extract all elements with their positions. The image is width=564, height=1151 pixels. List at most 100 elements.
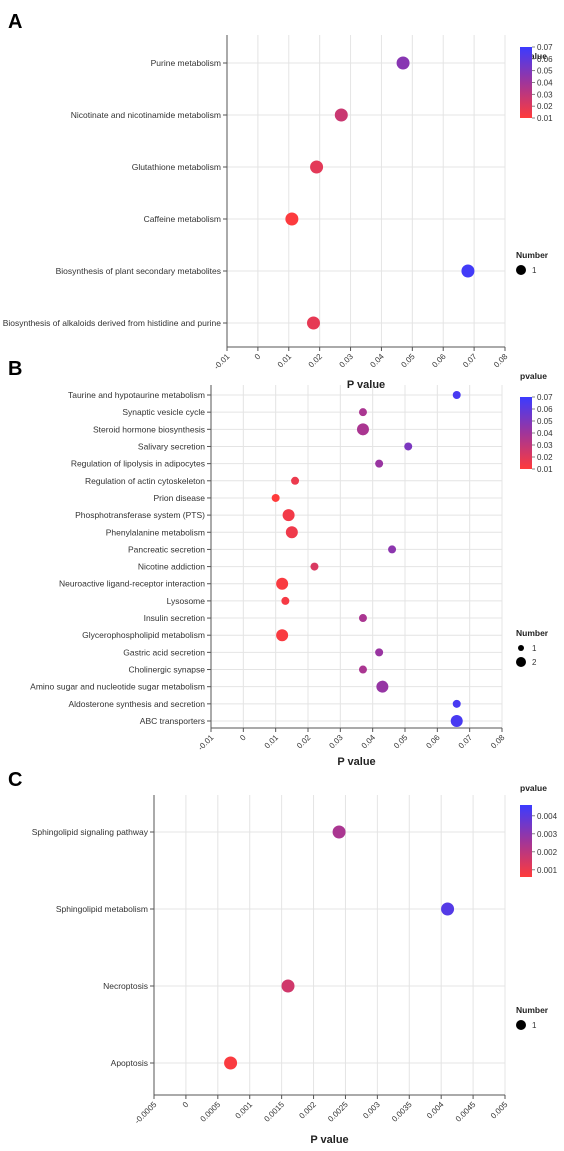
category-label: ABC transporters (140, 716, 205, 726)
category-label: Biosynthesis of plant secondary metaboli… (56, 266, 221, 276)
category-label: Cholinergic synapse (128, 665, 205, 675)
data-point (332, 825, 346, 839)
category-label: Steroid hormone biosynthesis (93, 424, 205, 434)
color-legend-title: pvalue (520, 51, 547, 61)
data-point (358, 665, 367, 674)
data-point (376, 680, 389, 693)
data-point (310, 562, 319, 571)
x-tick-label: 0.02 (295, 733, 313, 751)
x-tick-label: 0.02 (307, 352, 325, 370)
category-label: Phosphotransferase system (PTS) (75, 510, 205, 520)
color-legend-title: pvalue (520, 371, 547, 381)
panel-b: B Taurine and hypotaurine metabolism Synap… (8, 358, 553, 768)
color-legend-tick-label: 0.01 (537, 114, 553, 123)
data-point (271, 493, 280, 502)
color-legend-tick-label: 0.07 (537, 393, 553, 402)
x-axis-title: P value (347, 379, 385, 391)
category-label: Lysosome (167, 596, 206, 606)
data-point (375, 648, 384, 657)
x-tick-label: -0.0005 (133, 1100, 159, 1126)
color-legend-bar (520, 47, 532, 118)
x-tick-label: 0 (253, 352, 263, 362)
data-point (291, 476, 300, 485)
x-axis-title: P value (310, 1134, 348, 1146)
data-point (358, 614, 367, 623)
panel-label: A (8, 11, 22, 33)
category-label: Caffeine metabolism (144, 214, 221, 224)
x-tick-label: 0 (238, 733, 248, 743)
data-point (281, 596, 290, 605)
category-label: Regulation of actin cytoskeleton (85, 476, 205, 486)
color-legend-tick-label: 0.03 (537, 441, 553, 450)
category-label: Gastric acid secretion (123, 647, 205, 657)
data-point (358, 408, 367, 417)
category-label: Purine metabolism (151, 58, 221, 68)
category-label: Sphingolipid signaling pathway (32, 827, 149, 837)
color-legend-bar (520, 397, 532, 469)
x-tick-label: 0.04 (368, 352, 386, 370)
panel-label: C (8, 769, 22, 791)
category-label: Necroptosis (103, 981, 148, 991)
size-legend-label: 1 (532, 1021, 537, 1030)
color-legend-tick-label: 0.03 (537, 90, 553, 99)
color-legend-bar (520, 805, 532, 877)
category-label: Neuroactive ligand-receptor interaction (59, 579, 205, 589)
x-tick-label: 0.0015 (262, 1100, 286, 1124)
size-legend-title: Number (516, 1005, 549, 1015)
color-legend-tick-label: 0.04 (537, 429, 553, 438)
data-point (452, 699, 461, 708)
x-tick-label: 0.003 (361, 1100, 382, 1121)
panel-a: A Purine metabolism Nicotinate and nicotin… (3, 11, 553, 391)
color-legend-tick-label: 0.06 (537, 405, 553, 414)
color-legend-tick-label: 0.02 (537, 453, 553, 462)
x-tick-label: 0.05 (399, 352, 417, 370)
category-label: Salivary secretion (138, 441, 205, 451)
color-legend-title: pvalue (520, 783, 547, 793)
x-tick-label: -0.01 (196, 733, 216, 753)
data-point (356, 423, 369, 436)
category-label: Amino sugar and nucleotide sugar metabol… (30, 682, 205, 692)
data-point (281, 979, 295, 993)
category-label: Sphingolipid metabolism (56, 904, 148, 914)
category-label: Biosynthesis of alkaloids derived from h… (3, 318, 222, 328)
category-label: Apoptosis (111, 1058, 148, 1068)
data-point (452, 391, 461, 399)
category-label: Regulation of lipolysis in adipocytes (71, 459, 205, 469)
x-tick-label: 0.0005 (199, 1100, 223, 1124)
data-point (285, 212, 299, 226)
x-tick-label: 0.0035 (390, 1100, 414, 1124)
data-point (375, 459, 384, 468)
category-label: Aldosterone synthesis and secretion (68, 699, 205, 709)
x-tick-label: 0 (181, 1100, 191, 1110)
category-label: Phenylalanine metabolism (106, 527, 205, 537)
data-point (276, 629, 289, 642)
x-tick-label: 0.07 (461, 352, 479, 370)
category-label: Nicotine addiction (138, 562, 205, 572)
data-point (388, 545, 397, 554)
data-point (310, 160, 324, 174)
data-point (404, 442, 413, 451)
x-tick-label: 0.08 (489, 733, 507, 751)
category-label: Nicotinate and nicotinamide metabolism (71, 110, 221, 120)
color-legend-tick-label: 0.05 (537, 417, 553, 426)
x-tick-label: -0.01 (212, 352, 232, 372)
color-legend-tick-label: 0.01 (537, 465, 553, 474)
data-point (450, 715, 463, 727)
size-legend-dot (516, 1020, 526, 1030)
x-tick-label: 0.0045 (454, 1100, 478, 1124)
x-tick-label: 0.004 (425, 1100, 446, 1121)
x-tick-label: 0.03 (327, 733, 345, 751)
size-legend-dot (516, 657, 526, 667)
color-legend-tick-label: 0.07 (537, 43, 553, 52)
category-label: Taurine and hypotaurine metabolism (68, 390, 205, 400)
data-point (276, 577, 289, 590)
x-tick-label: 0.001 (234, 1100, 255, 1121)
category-label: Insulin secretion (144, 613, 206, 623)
x-tick-label: 0.04 (360, 733, 378, 751)
size-legend-title: Number (516, 250, 549, 260)
category-label: Glycerophospholipid metabolism (82, 630, 205, 640)
color-legend-tick-label: 0.05 (537, 67, 553, 76)
color-legend-tick-label: 0.002 (537, 848, 558, 857)
panel-label: B (8, 358, 22, 380)
